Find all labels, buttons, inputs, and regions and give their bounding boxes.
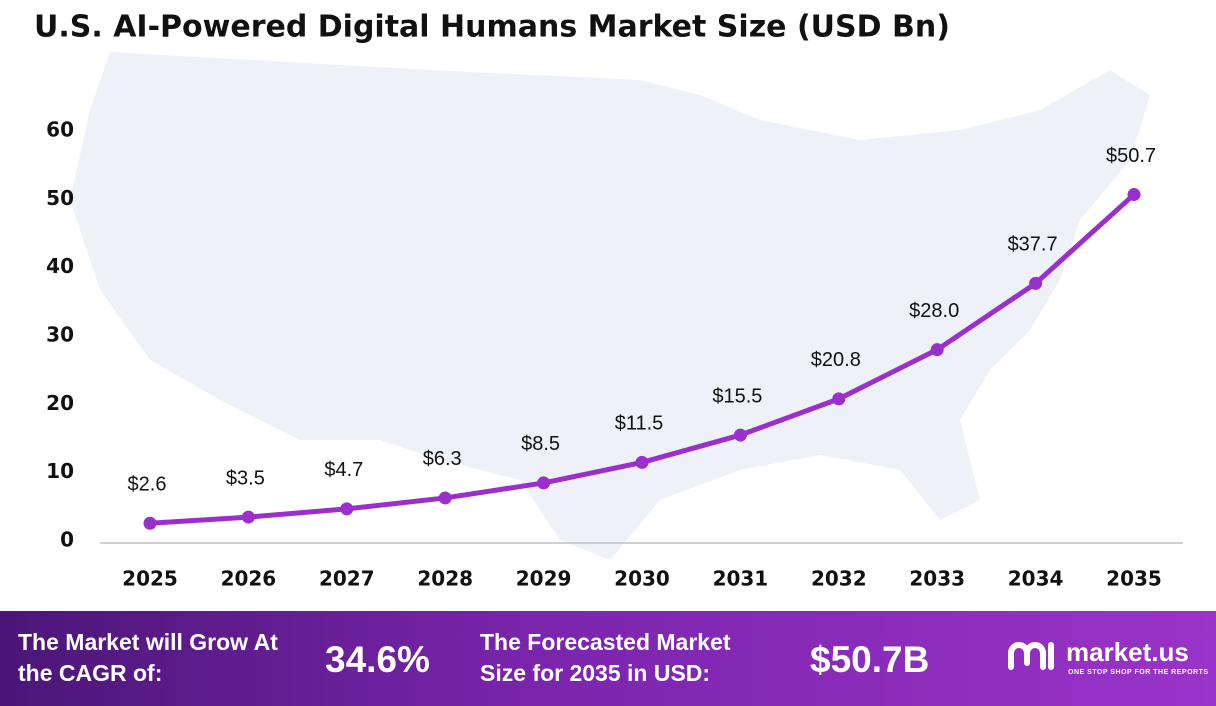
- point: [537, 476, 551, 490]
- y-tick-label: 60: [46, 118, 74, 142]
- point: [1127, 188, 1141, 202]
- point: [930, 343, 944, 357]
- value-label: $28.0: [909, 300, 959, 322]
- x-tick-label: 2028: [417, 567, 473, 591]
- x-tick-label: 2034: [1008, 567, 1064, 591]
- chart: U.S. AI-Powered Digital Humans Market Si…: [34, 10, 1183, 591]
- point: [241, 510, 255, 524]
- cagr-caption: The Market will Grow At the CAGR of:: [18, 629, 278, 686]
- y-tick-label: 40: [46, 254, 74, 278]
- point: [1029, 276, 1043, 290]
- value-label: $6.3: [423, 448, 462, 470]
- value-label: $37.7: [1008, 234, 1058, 256]
- x-tick-label: 2025: [122, 567, 178, 591]
- y-tick-label: 50: [46, 186, 74, 210]
- logo-icon: [1008, 642, 1054, 670]
- forecast-caption: The Forecasted Market Size for 2035 in U…: [480, 629, 731, 686]
- cagr-value: 34.6%: [325, 639, 430, 680]
- footer-banner: The Market will Grow At the CAGR of: 34.…: [0, 611, 1216, 706]
- y-tick-label: 30: [46, 323, 74, 347]
- point: [438, 491, 452, 505]
- x-tick-label: 2035: [1106, 567, 1162, 591]
- y-tick-label: 20: [46, 391, 74, 415]
- x-tick-label: 2026: [221, 567, 277, 591]
- x-tick-label: 2032: [811, 567, 867, 591]
- value-label: $50.7: [1106, 145, 1156, 167]
- x-tick-label: 2030: [614, 567, 670, 591]
- value-label: $20.8: [811, 349, 861, 371]
- x-tick-label: 2029: [516, 567, 572, 591]
- point: [733, 428, 747, 442]
- value-label: $4.7: [324, 459, 363, 481]
- point: [143, 516, 157, 530]
- x-tick-label: 2027: [319, 567, 375, 591]
- value-label: $15.5: [712, 385, 762, 407]
- y-tick-label: 0: [60, 528, 74, 552]
- point: [635, 455, 649, 469]
- y-tick-label: 10: [46, 459, 74, 483]
- value-label: $2.6: [128, 474, 167, 496]
- forecast-value: $50.7B: [810, 639, 930, 680]
- logo-text: market.us: [1066, 637, 1189, 667]
- value-label: $8.5: [521, 433, 560, 455]
- background-map: [70, 52, 1150, 560]
- x-tick-label: 2033: [909, 567, 965, 591]
- point: [832, 392, 846, 406]
- chart-title: U.S. AI-Powered Digital Humans Market Si…: [34, 10, 950, 45]
- value-label: $3.5: [226, 467, 265, 489]
- logo-tagline: ONE STOP SHOP FOR THE REPORTS: [1068, 669, 1209, 676]
- value-label: $11.5: [615, 413, 664, 435]
- x-tick-label: 2031: [713, 567, 769, 591]
- point: [340, 502, 354, 516]
